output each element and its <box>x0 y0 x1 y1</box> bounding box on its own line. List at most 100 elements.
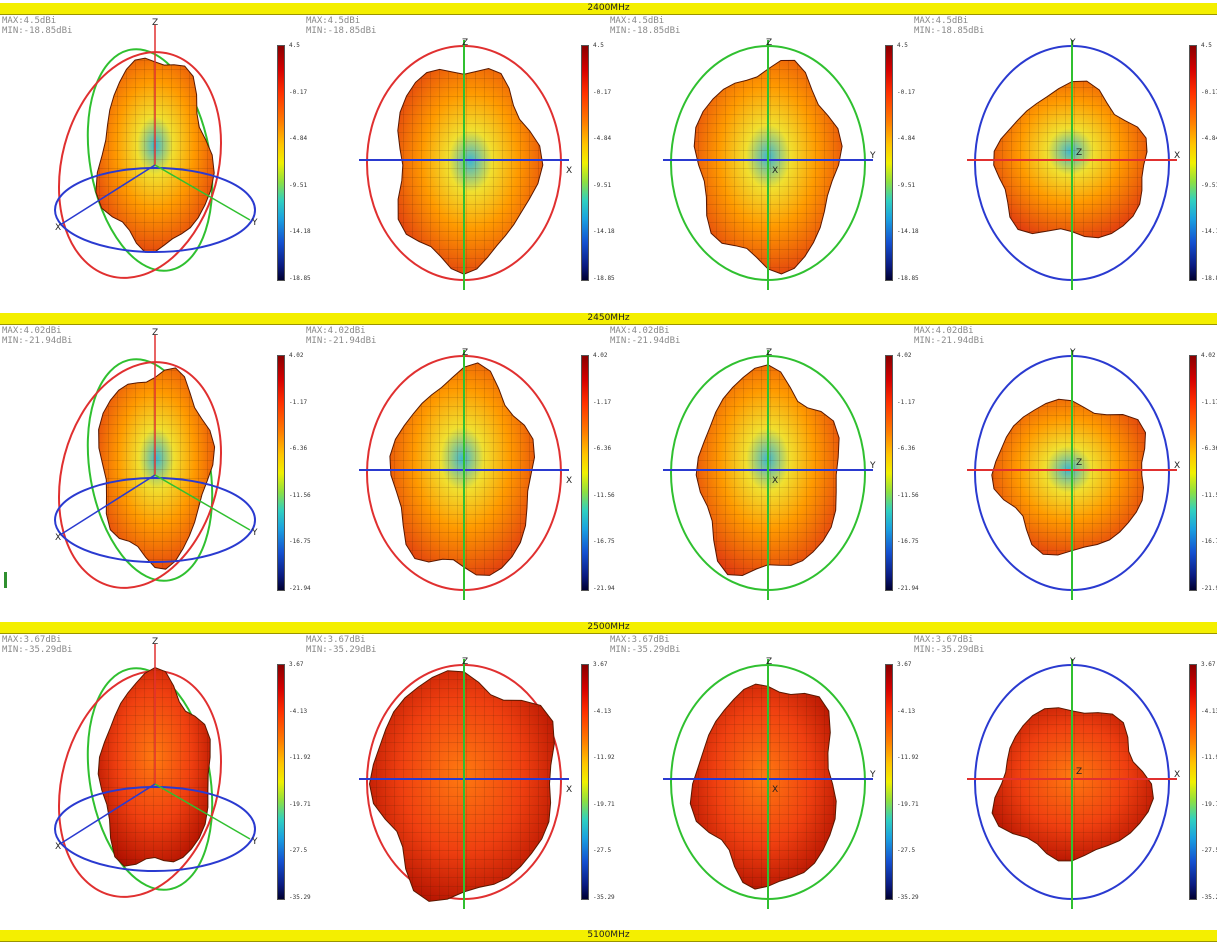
colorbar-tick-label: -35.29 <box>897 893 919 901</box>
gain-colorbar <box>1189 664 1197 900</box>
axis-label: X <box>1174 770 1180 780</box>
gain-info: MAX:3.67dBi MIN:-35.29dBi <box>610 635 680 655</box>
colorbar-tick-label: -21.94 <box>897 584 919 592</box>
axis-label: Y <box>869 770 876 780</box>
axis-label: X <box>1174 461 1180 471</box>
colorbar-tick-label: -4.84 <box>1201 135 1217 142</box>
max-gain-text: MAX:4.5dBi <box>610 16 665 26</box>
x-ring <box>57 361 223 589</box>
pattern-3d-plot: Y X Z <box>967 657 1180 909</box>
gain-info: MAX:4.5dBi MIN:-18.85dBi <box>610 16 680 36</box>
max-gain-text: MAX:4.02dBi <box>610 326 670 336</box>
pattern-3d-plot: Y X Z <box>967 348 1180 600</box>
colorbar-tick-label: -35.29 <box>289 893 311 901</box>
x-axis-line <box>59 783 156 845</box>
colorbar-tick-label: -6.36 <box>289 445 308 452</box>
axis-label: X <box>1174 151 1180 161</box>
min-gain-text: MIN:-35.29dBi <box>610 645 681 655</box>
colorbar-tick-label: -1.17 <box>1201 398 1217 406</box>
colorbar-tick-label: -18.85 <box>897 274 919 282</box>
pattern-mesh <box>397 68 543 275</box>
pattern-panel-side-yz: MAX:4.5dBi MIN:-18.85dBi Z Y X 4.5 -0.17 -4.84 -… <box>608 15 919 315</box>
gain-info: MAX:4.02dBi MIN:-21.94dBi <box>2 326 72 346</box>
axis-label: X <box>566 476 572 486</box>
colorbar-tick-label: -11.56 <box>289 491 311 499</box>
colorbar-tick-label: -0.17 <box>1201 88 1217 96</box>
colorbar-tick-label: -11.92 <box>1201 754 1217 761</box>
colorbar-tick-label: 4.02 <box>289 352 304 359</box>
min-gain-text: MIN:-35.29dBi <box>914 645 985 655</box>
axis-label: Z <box>1076 767 1082 777</box>
max-gain-text: MAX:3.67dBi <box>2 635 62 645</box>
colorbar-tick-label: -6.36 <box>897 445 916 452</box>
axis-label: Y <box>1069 348 1076 358</box>
axis-label: X <box>772 166 778 176</box>
axis-label: Z <box>152 637 158 647</box>
max-gain-text: MAX:4.5dBi <box>2 16 57 26</box>
colorbar-tick-label: -18.85 <box>1201 274 1217 282</box>
x-axis-line <box>59 474 156 536</box>
colorbar-tick-label: -27.5 <box>593 847 612 854</box>
y-axis-line <box>154 474 251 531</box>
colorbar-tick-label: -0.17 <box>289 88 308 96</box>
pattern-panel-side-yz: MAX:3.67dBi MIN:-35.29dBi Z Y X 3.67 -4.13 -11.… <box>608 634 919 934</box>
colorbar-tick-label: -18.85 <box>593 274 615 282</box>
gain-colorbar <box>581 45 589 281</box>
colorbar-tick-label: -16.75 <box>593 538 615 545</box>
min-gain-text: MIN:-18.85dBi <box>2 26 73 36</box>
pattern-mesh <box>98 667 211 867</box>
min-gain-text: MIN:-18.85dBi <box>914 26 985 36</box>
colorbar-tick-label: -19.71 <box>1201 800 1217 808</box>
pattern-3d-plot: ZX <box>359 348 572 600</box>
colorbar-tick-label: -27.5 <box>1201 847 1217 854</box>
gain-info: MAX:3.67dBi MIN:-35.29dBi <box>306 635 376 655</box>
pattern-panel-isometric: MAX:4.02dBi MIN:-21.94dBi Z X Y 4.02 -1.17 -6.3… <box>0 325 311 625</box>
gain-colorbar <box>1189 355 1197 591</box>
pattern-mesh <box>98 367 215 570</box>
edge-marker <box>4 572 7 588</box>
axis-label: Y <box>869 461 876 471</box>
colorbar-tick-label: -4.13 <box>1201 707 1217 715</box>
pattern-panel-side-yz: MAX:4.02dBi MIN:-21.94dBi Z Y X 4.02 -1.17 -6.3… <box>608 325 919 625</box>
gain-info: MAX:3.67dBi MIN:-35.29dBi <box>914 635 984 655</box>
z-ring <box>54 786 256 872</box>
frequency-band-2: 2500MHz <box>0 622 1217 634</box>
colorbar-tick-label: -9.51 <box>897 181 916 189</box>
max-gain-text: MAX:3.67dBi <box>306 635 366 645</box>
axis-label: Z <box>152 18 158 28</box>
colorbar-tick-label: -14.18 <box>593 228 615 235</box>
colorbar-tick-label: -11.92 <box>897 754 919 761</box>
axis-label: Z <box>1076 148 1082 158</box>
gain-colorbar <box>581 355 589 591</box>
max-gain-text: MAX:3.67dBi <box>914 635 974 645</box>
colorbar-tick-label: -9.51 <box>593 181 612 189</box>
gain-colorbar <box>277 664 285 900</box>
colorbar-tick-label: -11.56 <box>593 491 615 499</box>
gain-info: MAX:3.67dBi MIN:-35.29dBi <box>2 635 72 655</box>
colorbar-tick-label: -19.71 <box>897 800 919 808</box>
colorbar-tick-label: -19.71 <box>593 800 615 808</box>
axis-label: Y <box>251 218 258 228</box>
colorbar-tick-label: 4.5 <box>289 42 300 49</box>
colorbar-tick-label: -16.75 <box>289 538 311 545</box>
pattern-3d-plot: ZX <box>359 657 572 909</box>
pattern-panel-isometric: MAX:4.5dBi MIN:-18.85dBi Z X Y 4.5 -0.17 -4.84 -… <box>0 15 311 315</box>
colorbar-tick-label: -1.17 <box>289 398 308 406</box>
colorbar-tick-label: -11.92 <box>289 754 311 761</box>
pattern-panel-front-xz: MAX:3.67dBi MIN:-35.29dBi Z X 3.67 -4.13 -11.9… <box>304 634 615 934</box>
axis-label: X <box>566 166 572 176</box>
axis-label: X <box>566 785 572 795</box>
colorbar-tick-label: 4.5 <box>1201 42 1212 49</box>
colorbar-tick-label: -19.71 <box>289 800 311 808</box>
min-gain-text: MIN:-21.94dBi <box>306 336 377 346</box>
axis-label: Y <box>251 528 258 538</box>
colorbar-tick-label: 4.02 <box>897 352 912 359</box>
colorbar-tick-label: -6.36 <box>593 445 612 452</box>
gain-info: MAX:4.5dBi MIN:-18.85dBi <box>306 16 376 36</box>
pattern-3d-plot: Y X Z <box>967 38 1180 290</box>
gain-colorbar <box>1189 45 1197 281</box>
colorbar-tick-label: -11.56 <box>1201 491 1217 499</box>
max-gain-text: MAX:4.02dBi <box>914 326 974 336</box>
gain-colorbar <box>277 355 285 591</box>
